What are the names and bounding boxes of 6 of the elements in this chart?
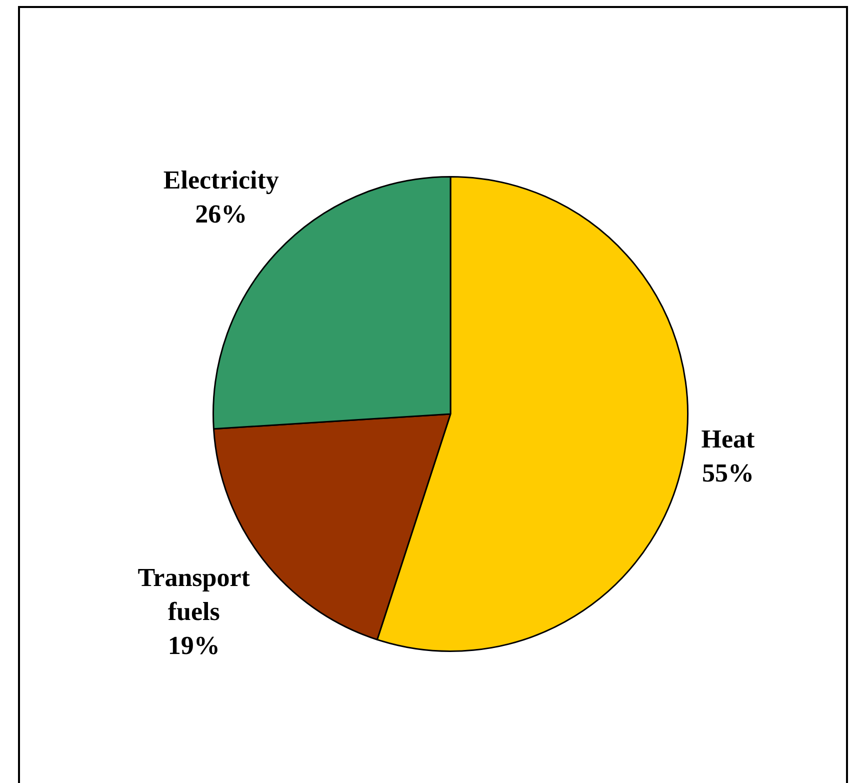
data-label: 26% — [195, 199, 248, 228]
slice-label: Heat — [701, 424, 756, 454]
slice-label: Electricity — [163, 165, 279, 194]
data-label: 55% — [702, 458, 754, 488]
slice-label: Transport fuels — [138, 562, 250, 626]
data-label: 19% — [168, 630, 220, 660]
